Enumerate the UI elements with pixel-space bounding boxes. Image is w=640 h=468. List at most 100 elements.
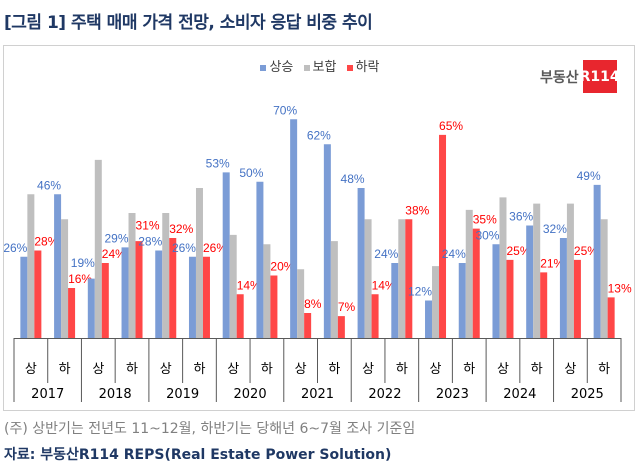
bar-down [405, 219, 413, 338]
legend-label-flat: 보합 [312, 60, 337, 75]
data-label-up: 26% [172, 241, 196, 255]
bar-up [54, 194, 62, 338]
bar-flat [465, 209, 473, 338]
data-label-down: 35% [473, 213, 497, 227]
bar-up [222, 172, 230, 338]
bar-flat [195, 188, 203, 338]
bar-flat [128, 213, 136, 338]
tick-label-half: 상 [227, 362, 239, 377]
bar-flat [94, 159, 102, 338]
data-label-up: 32% [543, 222, 567, 236]
bar-flat [566, 203, 574, 338]
tick-label-half: 하 [193, 362, 205, 377]
data-label-up: 30% [475, 228, 499, 242]
tick-label-year: 2020 [234, 387, 267, 402]
bar-up [492, 244, 500, 338]
bar-down [68, 288, 76, 338]
data-label-up: 24% [374, 247, 398, 261]
bar-down [169, 238, 177, 338]
tick-label-half: 상 [295, 362, 307, 377]
data-label-up: 12% [408, 285, 432, 299]
data-label-down: 7% [338, 300, 356, 314]
data-label-down: 38% [405, 203, 429, 217]
bar-flat [364, 219, 372, 338]
data-label-down: 21% [540, 256, 564, 270]
bar-up [391, 263, 399, 338]
bar-down [506, 259, 514, 338]
figure-title: [그림 1] 주택 매매 가격 전망, 소비자 응답 비중 추이 [4, 13, 373, 33]
data-label-up: 29% [104, 231, 128, 245]
bar-up [20, 256, 28, 338]
tick-label-year: 2023 [436, 387, 469, 402]
data-label-up: 49% [577, 169, 601, 183]
bar-down [304, 313, 312, 338]
data-label-up: 46% [37, 178, 61, 192]
tick-label-half: 하 [126, 362, 138, 377]
data-label-down: 14% [237, 278, 261, 292]
tick-label-year: 2019 [166, 387, 199, 402]
legend-swatch-up [260, 64, 267, 71]
tick-label-half: 상 [362, 362, 374, 377]
data-label-down: 24% [102, 247, 126, 261]
data-label-down: 25% [506, 244, 530, 258]
data-label-up: 62% [307, 128, 331, 142]
bar-flat [61, 219, 69, 338]
data-label-up: 24% [442, 247, 466, 261]
tick-label-half: 하 [59, 362, 71, 377]
bar-down [202, 256, 210, 338]
logo-box: R114 [580, 60, 620, 93]
bar-down [573, 259, 581, 338]
bar-up [256, 181, 264, 338]
data-label-down: 31% [136, 219, 160, 233]
data-label-down: 8% [304, 297, 322, 311]
bar-down [337, 316, 345, 338]
tick-label-half: 하 [328, 362, 340, 377]
tick-label-half: 상 [92, 362, 104, 377]
bar-down [270, 275, 278, 338]
bar-up [526, 225, 534, 338]
r114-logo: 부동산 R114 [540, 60, 620, 93]
tick-label-year: 2024 [503, 387, 536, 402]
tick-label-year: 2022 [368, 387, 401, 402]
tick-label-year: 2017 [31, 387, 64, 402]
bar-up [559, 238, 567, 338]
data-label-up: 19% [71, 256, 95, 270]
bar-down [439, 134, 447, 338]
tick-label-half: 상 [160, 362, 172, 377]
bar-up [357, 188, 365, 338]
tick-label-half: 상 [430, 362, 442, 377]
bar-down [371, 294, 379, 338]
tick-label-half: 하 [396, 362, 408, 377]
bar-flat [330, 241, 338, 338]
bar-up [323, 144, 331, 338]
bar-down [540, 272, 548, 338]
source-line: 자료: 부동산R114 REPS(Real Estate Power Solut… [4, 447, 392, 463]
tick-label-half: 상 [564, 362, 576, 377]
bar-flat [533, 203, 541, 338]
bar-flat [297, 269, 305, 338]
tick-label-half: 하 [531, 362, 543, 377]
legend: 상승 보합 하락 [0, 56, 640, 75]
data-label-up: 48% [341, 172, 365, 186]
bar-flat [162, 213, 170, 338]
bar-down [236, 294, 244, 338]
bar-flat [229, 234, 237, 338]
data-label-down: 32% [169, 222, 193, 236]
tick-label-year: 2025 [571, 387, 604, 402]
tick-label-half: 하 [463, 362, 475, 377]
bar-down [135, 241, 143, 338]
bar-up [155, 250, 163, 338]
chart-frame [3, 45, 635, 411]
bar-down [34, 250, 42, 338]
data-label-down: 28% [34, 235, 58, 249]
bar-flat [27, 194, 35, 338]
tick-label-year: 2018 [99, 387, 132, 402]
bar-flat [600, 219, 608, 338]
legend-label-up: 상승 [269, 60, 294, 75]
data-label-up: 53% [206, 156, 230, 170]
bar-flat [499, 197, 507, 338]
bar-up [425, 300, 433, 338]
data-label-down: 14% [372, 278, 396, 292]
data-label-down: 13% [608, 281, 632, 295]
